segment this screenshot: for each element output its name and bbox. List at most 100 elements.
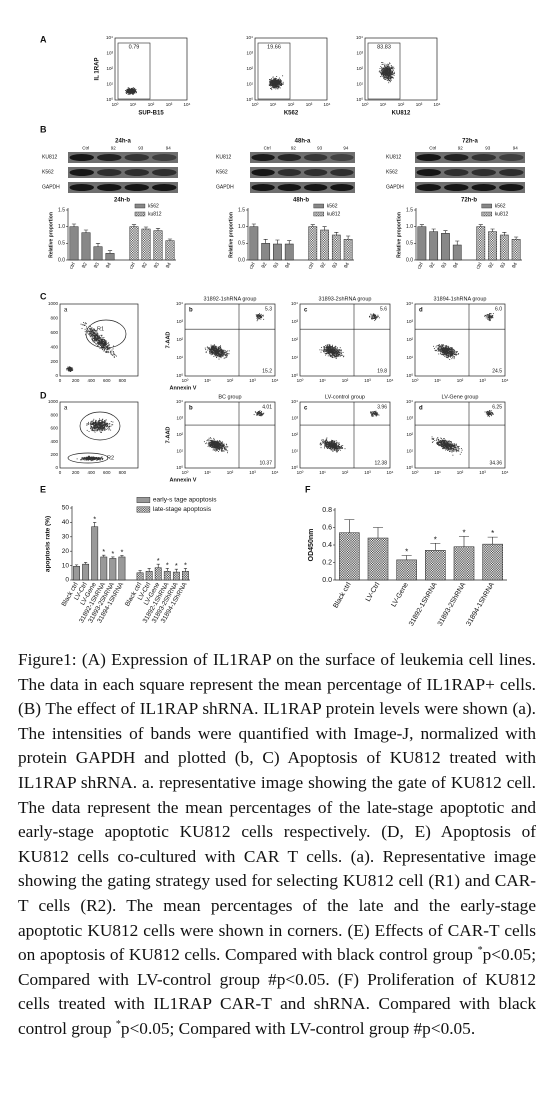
event-dot: [98, 341, 100, 343]
event-dot: [130, 92, 132, 94]
event-dot: [208, 347, 210, 349]
event-dot: [329, 345, 331, 347]
x-tick-label: 0: [59, 378, 62, 383]
event-dot: [453, 353, 454, 355]
event-dot: [270, 82, 272, 84]
event-dot: [441, 353, 443, 355]
event-dot: [257, 314, 259, 315]
event-dot: [390, 81, 391, 83]
event-dot: [87, 458, 89, 460]
event-dot: [216, 450, 217, 452]
event-dot: [221, 445, 223, 447]
y-tick-label: 1.0: [58, 224, 65, 230]
event-dot: [332, 353, 334, 355]
event-dot: [327, 345, 329, 347]
plot-letter: d: [419, 308, 423, 314]
event-dot: [443, 347, 445, 349]
event-dot: [391, 77, 393, 79]
event-dot: [329, 356, 331, 358]
event-dot: [89, 332, 91, 334]
event-dot: [129, 88, 131, 90]
event-dot: [277, 88, 279, 90]
event-dot: [218, 355, 220, 357]
event-dot: [96, 459, 98, 461]
event-dot: [103, 340, 105, 342]
event-dot: [259, 313, 261, 315]
event-dot: [134, 91, 135, 93]
event-dot: [271, 84, 273, 86]
event-dot: [95, 429, 97, 431]
event-dot: [93, 332, 94, 334]
event-dot: [129, 89, 131, 91]
event-dot: [451, 347, 453, 349]
blot-band: [471, 154, 496, 161]
event-dot: [383, 73, 385, 74]
blot-band: [69, 169, 94, 176]
event-dot: [95, 340, 97, 341]
event-dot: [452, 352, 454, 354]
event-dot: [103, 428, 105, 430]
event-dot: [103, 342, 105, 344]
event-dot: [383, 78, 385, 80]
event-dot: [330, 352, 332, 354]
event-dot: [210, 437, 211, 439]
y-tick-label: 10³: [406, 319, 413, 324]
event-dot: [386, 68, 388, 70]
event-dot: [91, 335, 93, 336]
event-dot: [373, 316, 375, 318]
event-dot: [92, 334, 94, 335]
event-dot: [99, 341, 101, 343]
event-dot: [210, 346, 212, 348]
event-dot: [220, 349, 222, 351]
event-dot: [385, 76, 387, 78]
event-dot: [208, 348, 210, 350]
event-dot: [102, 418, 104, 420]
event-dot: [372, 315, 374, 317]
x-tick-label: ctrl: [416, 262, 425, 271]
event-dot: [97, 340, 99, 342]
event-dot: [91, 421, 93, 423]
event-dot: [80, 323, 82, 325]
event-dot: [333, 355, 334, 357]
event-dot: [330, 352, 332, 354]
event-dot: [387, 77, 389, 79]
event-dot: [385, 70, 387, 72]
blot-band: [416, 184, 441, 191]
error-bar: [107, 250, 113, 254]
y-tick-label: 1.0: [238, 224, 245, 230]
event-dot: [334, 348, 336, 350]
event-dot: [258, 318, 260, 319]
x-tick-label: 10⁰: [412, 378, 419, 383]
event-dot: [326, 344, 328, 346]
significance: *: [166, 560, 169, 569]
event-dot: [339, 347, 341, 349]
y-tick-label: 10²: [176, 432, 183, 437]
event-dot: [105, 351, 107, 353]
bar: [163, 571, 171, 581]
event-dot: [323, 346, 325, 348]
x-tick-label: 10⁰: [297, 378, 304, 383]
event-dot: [97, 339, 99, 340]
row-label: KU812: [386, 154, 402, 160]
event-dot: [101, 344, 103, 346]
y-tick-label: 0: [55, 465, 58, 470]
y-tick-label: 10⁴: [406, 301, 413, 306]
event-dot: [105, 342, 107, 343]
event-dot: [391, 77, 393, 79]
y-label: Relative proportion: [228, 212, 234, 258]
event-dot: [441, 353, 443, 355]
bar: [69, 226, 79, 261]
event-dot: [89, 458, 91, 460]
x-tick-label: 10³: [249, 378, 256, 383]
event-dot: [386, 78, 388, 80]
event-dot: [269, 83, 271, 85]
event-dot: [336, 349, 338, 351]
blot-band: [277, 184, 302, 191]
event-dot: [448, 355, 449, 357]
error-bar: [419, 224, 424, 227]
event-dot: [100, 420, 102, 422]
event-dot: [275, 80, 277, 82]
event-dot: [101, 459, 103, 461]
event-dot: [257, 318, 259, 320]
event-dot: [222, 351, 224, 353]
